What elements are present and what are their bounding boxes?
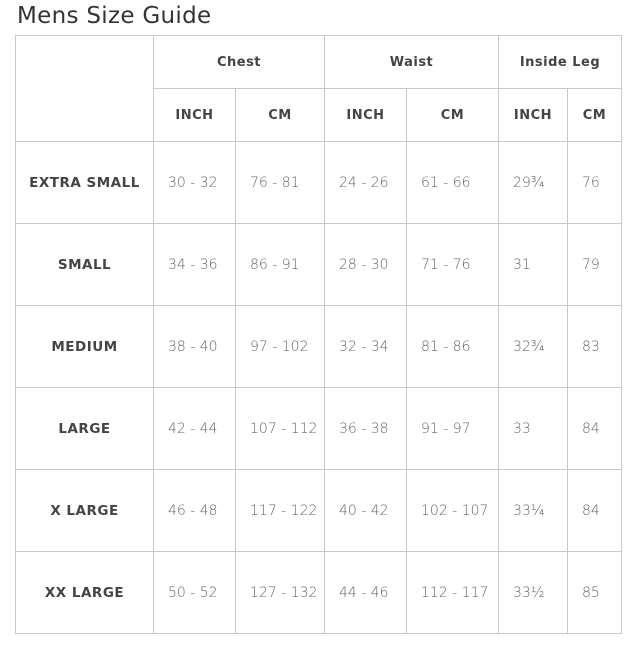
table-row: X LARGE 46 - 48 117 - 122 40 - 42 102 - 107 3… <box>15 469 622 552</box>
unit-header: CM <box>567 88 622 142</box>
measurement-cell: 112 - 117 <box>406 551 499 634</box>
measurement-cell: 91 - 97 <box>406 387 499 470</box>
unit-header: CM <box>406 88 499 142</box>
measurement-cell: 33 <box>498 387 568 470</box>
group-header-row: Chest Waist Inside Leg <box>15 35 622 142</box>
page-title: Mens Size Guide <box>17 3 212 29</box>
measurement-cell: 33½ <box>498 551 568 634</box>
measurement-cell: 40 - 42 <box>324 469 407 552</box>
measurement-cell: 46 - 48 <box>153 469 236 552</box>
measurement-cell: 34 - 36 <box>153 223 236 306</box>
measurement-cell: 24 - 26 <box>324 141 407 224</box>
table-row: SMALL 34 - 36 86 - 91 28 - 30 71 - 76 31 79 <box>15 223 622 306</box>
measurement-cell: 76 - 81 <box>235 141 325 224</box>
group-header-inside-leg: Inside Leg <box>498 35 622 89</box>
group-header-waist: Waist <box>324 35 499 89</box>
measurement-cell: 107 - 112 <box>235 387 325 470</box>
measurement-cell: 36 - 38 <box>324 387 407 470</box>
measurement-cell: 84 <box>567 387 622 470</box>
measurement-cell: 84 <box>567 469 622 552</box>
size-label: LARGE <box>15 387 154 470</box>
measurement-cell: 61 - 66 <box>406 141 499 224</box>
unit-header: INCH <box>498 88 568 142</box>
unit-header: INCH <box>324 88 407 142</box>
size-guide-table: Chest Waist Inside Leg INCH CM INCH CM I… <box>15 35 622 634</box>
measurement-cell: 42 - 44 <box>153 387 236 470</box>
measurement-cell: 76 <box>567 141 622 224</box>
table-row: EXTRA SMALL 30 - 32 76 - 81 24 - 26 61 - 66 2… <box>15 141 622 224</box>
measurement-cell: 79 <box>567 223 622 306</box>
measurement-cell: 29¾ <box>498 141 568 224</box>
measurement-cell: 127 - 132 <box>235 551 325 634</box>
table-row: LARGE 42 - 44 107 - 112 36 - 38 91 - 97 33 84 <box>15 387 622 470</box>
measurement-cell: 81 - 86 <box>406 305 499 388</box>
size-label: SMALL <box>15 223 154 306</box>
table-row: MEDIUM 38 - 40 97 - 102 32 - 34 81 - 86 32¾ 83 <box>15 305 622 388</box>
measurement-cell: 33¼ <box>498 469 568 552</box>
unit-header: INCH <box>153 88 236 142</box>
measurement-cell: 102 - 107 <box>406 469 499 552</box>
measurement-cell: 117 - 122 <box>235 469 325 552</box>
measurement-cell: 30 - 32 <box>153 141 236 224</box>
group-header-chest: Chest <box>153 35 325 89</box>
measurement-cell: 86 - 91 <box>235 223 325 306</box>
unit-header: CM <box>235 88 325 142</box>
table-row: XX LARGE 50 - 52 127 - 132 44 - 46 112 - 117… <box>15 551 622 634</box>
measurement-cell: 85 <box>567 551 622 634</box>
measurement-cell: 50 - 52 <box>153 551 236 634</box>
measurement-cell: 32¾ <box>498 305 568 388</box>
measurement-cell: 32 - 34 <box>324 305 407 388</box>
measurement-cell: 31 <box>498 223 568 306</box>
size-label: X LARGE <box>15 469 154 552</box>
unit-header-row: INCH CM INCH CM INCH CM <box>16 88 622 142</box>
size-label: XX LARGE <box>15 551 154 634</box>
measurement-cell: 28 - 30 <box>324 223 407 306</box>
corner-cell <box>15 35 154 142</box>
measurement-cell: 44 - 46 <box>324 551 407 634</box>
size-label: MEDIUM <box>15 305 154 388</box>
measurement-cell: 83 <box>567 305 622 388</box>
measurement-cell: 97 - 102 <box>235 305 325 388</box>
measurement-cell: 71 - 76 <box>406 223 499 306</box>
size-label: EXTRA SMALL <box>15 141 154 224</box>
measurement-cell: 38 - 40 <box>153 305 236 388</box>
